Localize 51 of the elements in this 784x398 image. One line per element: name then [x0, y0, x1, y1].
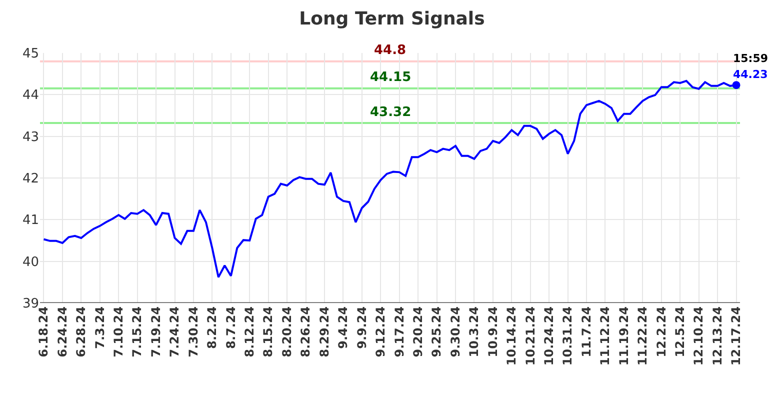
x-tick-label: 10.9.24 — [486, 306, 500, 358]
x-tick-label: 9.4.24 — [336, 306, 350, 349]
x-tick-label: 8.15.24 — [261, 306, 276, 358]
x-tick-label: 8.20.24 — [280, 306, 294, 358]
x-tick-label: 8.29.24 — [317, 306, 332, 358]
x-tick-label: 6.18.24 — [36, 306, 51, 358]
y-tick-label: 45 — [22, 46, 39, 62]
x-tick-label: 6.24.24 — [55, 306, 70, 358]
y-tick-label: 44 — [22, 88, 39, 104]
x-tick-label: 10.24.24 — [542, 306, 556, 366]
x-tick-label: 10.21.24 — [523, 306, 538, 366]
x-tick-label: 7.24.24 — [168, 306, 182, 358]
x-tick-label: 7.15.24 — [130, 306, 144, 358]
x-tick-label: 8.7.24 — [224, 306, 238, 349]
ref-line-label: 44.15 — [370, 70, 412, 85]
annotation: 15:59 — [733, 52, 768, 65]
y-tick-label: 43 — [22, 130, 39, 145]
x-tick-label: 10.31.24 — [560, 306, 575, 366]
x-tick-label: 11.12.24 — [598, 306, 612, 366]
x-tick-label: 12.2.24 — [654, 306, 668, 358]
x-tick-label: 8.26.24 — [298, 306, 313, 358]
y-tick-label: 42 — [22, 172, 39, 187]
ref-line-label: 44.8 — [374, 43, 406, 58]
y-tick-label: 41 — [22, 213, 39, 228]
x-tick-label: 12.5.24 — [673, 306, 688, 358]
x-tick-label: 12.13.24 — [710, 306, 724, 366]
x-tick-label: 7.30.24 — [186, 306, 200, 358]
x-tick-label: 11.22.24 — [636, 306, 650, 366]
x-tick-label: 11.7.24 — [579, 306, 594, 358]
x-tick-label: 9.12.24 — [374, 306, 388, 358]
x-tick-label: 9.30.24 — [448, 306, 462, 358]
x-tick-label: 10.3.24 — [467, 306, 482, 358]
x-tick-label: 9.20.24 — [410, 306, 425, 358]
x-tick-label: 11.19.24 — [616, 306, 631, 366]
x-tick-label: 9.25.24 — [430, 306, 444, 358]
x-tick-label: 7.10.24 — [112, 306, 126, 358]
x-tick-label: 7.19.24 — [148, 306, 163, 358]
x-tick-label: 9.17.24 — [392, 306, 406, 358]
x-tick-label: 8.2.24 — [205, 306, 220, 349]
x-tick-label: 12.10.24 — [692, 306, 706, 366]
x-tick-label: 12.17.24 — [729, 306, 744, 366]
x-tick-label: 7.3.24 — [92, 306, 107, 349]
ref-line-label: 43.32 — [370, 105, 412, 120]
annotation: 44.23 — [733, 68, 768, 81]
chart-title: Long Term Signals — [299, 8, 485, 30]
x-tick-label: 10.14.24 — [504, 306, 519, 366]
y-tick-label: 39 — [22, 296, 39, 312]
x-tick-label: 8.12.24 — [242, 306, 257, 358]
y-tick-label: 40 — [22, 254, 39, 270]
x-tick-label: 6.28.24 — [74, 306, 88, 358]
x-tick-label: 9.9.24 — [354, 306, 369, 349]
